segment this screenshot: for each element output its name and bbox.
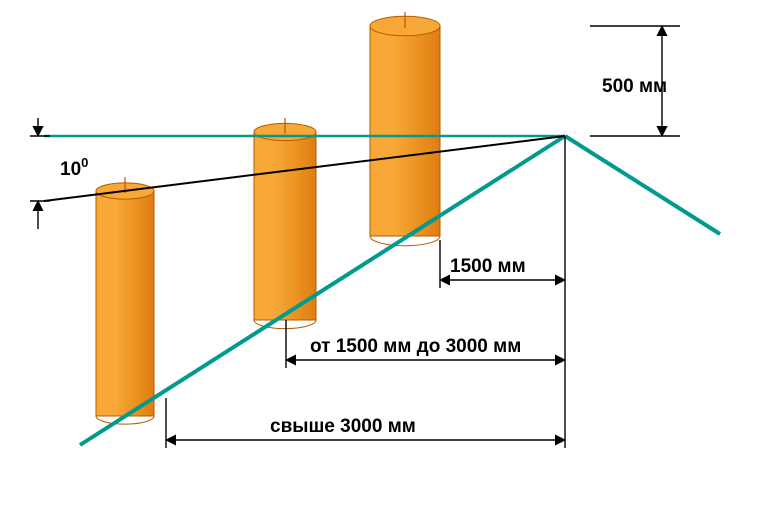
angle-label: 100 bbox=[60, 155, 88, 180]
roof-slope-right bbox=[565, 136, 720, 234]
chimney-body-1 bbox=[254, 132, 316, 320]
zone-1-label: от 1500 мм до 3000 мм bbox=[310, 336, 521, 357]
chimney-body-0 bbox=[96, 191, 154, 416]
chimney-height-diagram: 500 мм 100 1500 мм от 1500 мм до 3000 мм свы… bbox=[0, 0, 770, 514]
zone-2-label: свыше 3000 мм bbox=[270, 416, 416, 437]
zone-0-label: 1500 мм bbox=[450, 256, 526, 277]
dim-500-label: 500 мм bbox=[602, 76, 667, 97]
chimneys-group bbox=[96, 12, 440, 424]
chimney-body-2 bbox=[370, 26, 440, 236]
